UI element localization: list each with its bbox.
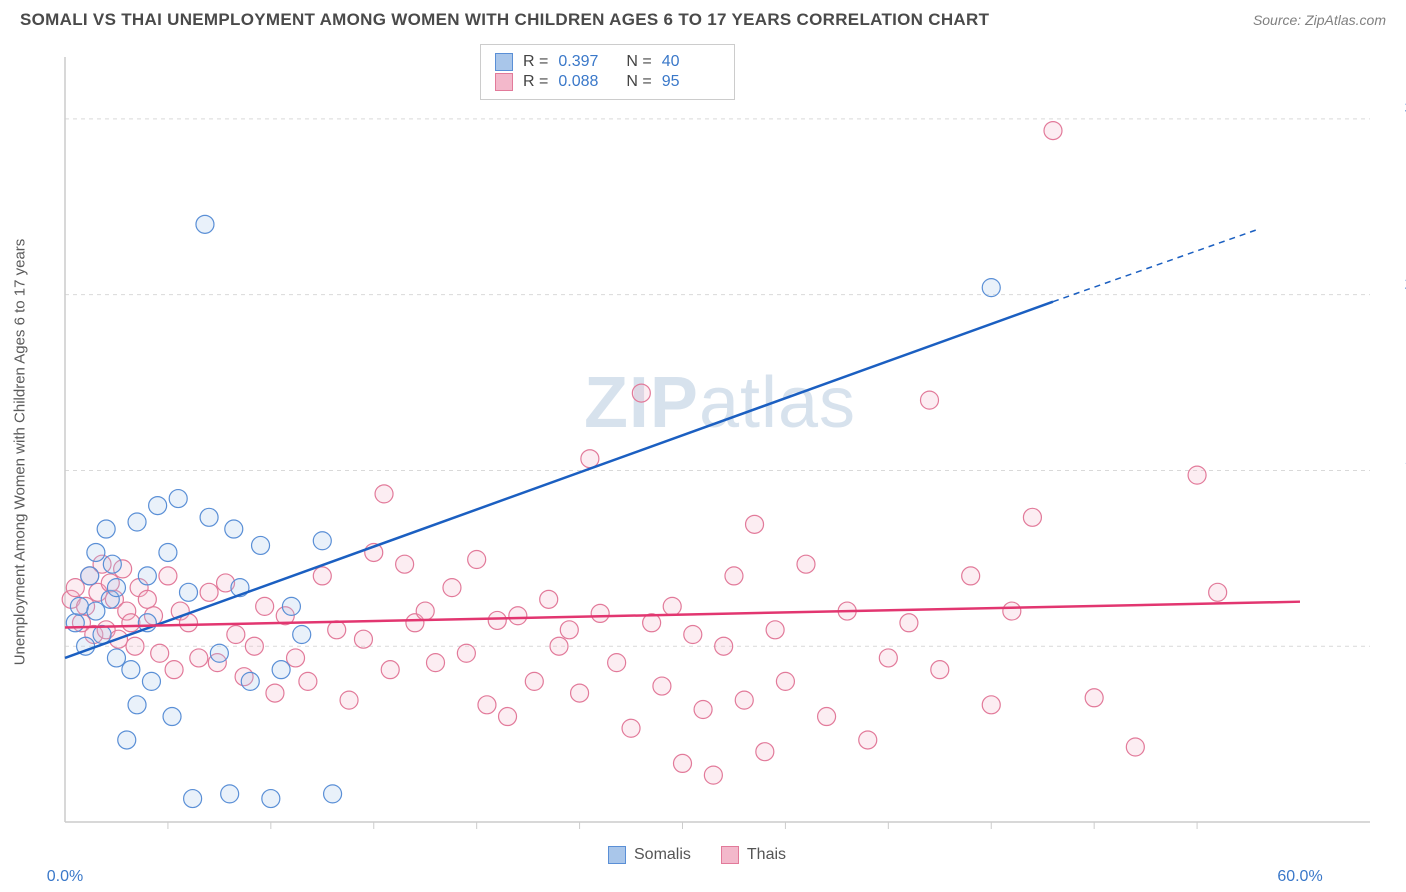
r-value-somalis: 0.397 bbox=[558, 53, 616, 71]
n-value-somalis: 40 bbox=[662, 53, 720, 71]
x-tick-label: 0.0% bbox=[47, 868, 83, 886]
n-value-thais: 95 bbox=[662, 73, 720, 91]
x-tick-label: 60.0% bbox=[1277, 868, 1322, 886]
stats-legend: R = 0.397 N = 40 R = 0.088 N = 95 bbox=[480, 44, 735, 100]
swatch-somalis bbox=[608, 846, 626, 864]
swatch-somalis bbox=[495, 53, 513, 71]
n-label: N = bbox=[626, 73, 651, 91]
r-label: R = bbox=[523, 53, 548, 71]
stats-row-somalis: R = 0.397 N = 40 bbox=[495, 53, 720, 71]
r-label: R = bbox=[523, 73, 548, 91]
legend-label-thais: Thais bbox=[747, 846, 786, 864]
legend-label-somalis: Somalis bbox=[634, 846, 691, 864]
legend-item-somalis: Somalis bbox=[608, 846, 691, 864]
chart-title: SOMALI VS THAI UNEMPLOYMENT AMONG WOMEN … bbox=[20, 10, 989, 30]
legend-item-thais: Thais bbox=[721, 846, 786, 864]
swatch-thais bbox=[721, 846, 739, 864]
swatch-thais bbox=[495, 73, 513, 91]
r-value-thais: 0.088 bbox=[558, 73, 616, 91]
chart-header: SOMALI VS THAI UNEMPLOYMENT AMONG WOMEN … bbox=[0, 0, 1406, 30]
scatter-plot bbox=[60, 42, 1380, 862]
source-label: Source: ZipAtlas.com bbox=[1253, 12, 1386, 28]
n-label: N = bbox=[626, 53, 651, 71]
y-axis-label: Unemployment Among Women with Children A… bbox=[12, 239, 29, 666]
stats-row-thais: R = 0.088 N = 95 bbox=[495, 73, 720, 91]
chart-area: Unemployment Among Women with Children A… bbox=[60, 42, 1380, 862]
series-legend: Somalis Thais bbox=[608, 846, 786, 864]
